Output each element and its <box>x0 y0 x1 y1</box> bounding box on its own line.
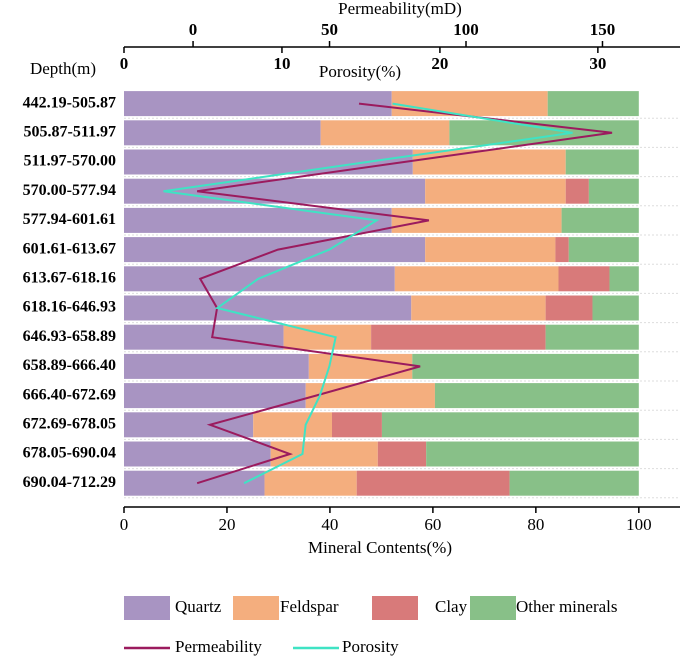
bar-segment <box>124 441 271 467</box>
bar-segment <box>124 383 306 409</box>
bar-segment <box>264 470 357 496</box>
bar-segment <box>555 237 569 263</box>
y-tick-label: 678.05-690.04 <box>23 445 116 462</box>
x-tick-label: 20 <box>218 515 235 534</box>
x3-tick-label: 30 <box>589 54 606 73</box>
legend-label: Permeability <box>175 637 262 656</box>
bar-segment <box>305 383 435 409</box>
bar-segment <box>425 178 566 204</box>
bar-segment <box>609 266 639 292</box>
bar-segment <box>124 324 284 350</box>
bar-segment <box>592 295 639 321</box>
x-tick-label: 60 <box>424 515 441 534</box>
x-axis-title: Mineral Contents(%) <box>308 538 452 557</box>
bar-segment <box>394 266 559 292</box>
bar-segment <box>356 470 510 496</box>
bar-segment <box>561 207 639 233</box>
legend-label: Feldspar <box>280 597 339 616</box>
legend-swatch <box>124 596 170 620</box>
line-series <box>196 102 613 485</box>
y-tick-label: 505.87-511.97 <box>24 123 116 140</box>
legend-swatch <box>233 596 279 620</box>
legend-label: Clay <box>435 597 468 616</box>
y-tick-label: 618.16-646.93 <box>23 299 116 316</box>
y-tick-label: 666.40-672.69 <box>23 386 116 403</box>
bar-segment <box>371 324 546 350</box>
bar-segment <box>381 412 639 438</box>
x-tick-label: 100 <box>626 515 652 534</box>
y-tick-label: 570.00-577.94 <box>23 182 116 199</box>
y-tick-label: 577.94-601.61 <box>23 211 116 228</box>
y-tick-label: 672.69-678.05 <box>23 415 116 432</box>
bar-segment <box>545 324 639 350</box>
x3-tick-label: 0 <box>120 54 129 73</box>
bar-segment <box>253 412 332 438</box>
legend-label: Other minerals <box>516 597 618 616</box>
legend-swatch <box>470 596 516 620</box>
bar-segment <box>124 295 412 321</box>
bar-segment <box>377 441 427 467</box>
x2-tick-label: 0 <box>189 20 198 39</box>
bar-segment <box>547 91 639 117</box>
line-series <box>163 102 573 485</box>
bar-segment <box>411 295 546 321</box>
x-tick-label: 40 <box>321 515 338 534</box>
bar-segment <box>331 412 382 438</box>
bar-segment <box>124 470 265 496</box>
bar-segment <box>391 207 562 233</box>
legend-label: Quartz <box>175 597 222 616</box>
y-tick-label: 690.04-712.29 <box>23 474 116 491</box>
x3-tick-label: 20 <box>431 54 448 73</box>
y-tick-label: 658.89-666.40 <box>23 357 116 374</box>
x-tick-label: 80 <box>527 515 544 534</box>
y-tick-label: 613.67-618.16 <box>23 269 116 286</box>
bar-segment <box>124 353 309 379</box>
bar-segment <box>545 295 593 321</box>
bar-segment <box>558 266 610 292</box>
x2-tick-label: 150 <box>590 20 616 39</box>
y-tick-label: 442.19-505.87 <box>23 94 116 111</box>
x2-tick-label: 50 <box>321 20 338 39</box>
bar-segment <box>426 441 639 467</box>
bar-segment <box>320 120 450 146</box>
bar-segment <box>124 120 321 146</box>
bar-segment <box>412 149 566 175</box>
x3-tick-label: 10 <box>273 54 290 73</box>
bar-segment <box>124 91 392 117</box>
bar-segment <box>124 207 392 233</box>
bar-segment <box>391 91 548 117</box>
x2-tick-label: 100 <box>453 20 479 39</box>
y-tick-label: 511.97-570.00 <box>24 153 116 170</box>
y-tick-label: 646.93-658.89 <box>23 328 116 345</box>
porosity-axis-title: Porosity(%) <box>319 62 401 81</box>
x-tick-label: 0 <box>120 515 129 534</box>
bar-segment <box>565 178 589 204</box>
bar-segment <box>425 237 556 263</box>
y-tick-label: 601.61-613.67 <box>23 240 116 257</box>
bar-segment <box>412 353 639 379</box>
bar-segment <box>124 178 426 204</box>
legend-swatch <box>372 596 418 620</box>
bar-segment <box>588 178 639 204</box>
permeability-axis-title: Permeability(mD) <box>338 0 462 18</box>
bar-segment <box>565 149 639 175</box>
bar-segment <box>124 237 426 263</box>
legend-label: Porosity <box>342 637 399 656</box>
bar-segment <box>509 470 639 496</box>
bar-segment <box>434 383 639 409</box>
y-axis-title: Depth(m) <box>30 59 96 78</box>
bar-segment <box>568 237 639 263</box>
